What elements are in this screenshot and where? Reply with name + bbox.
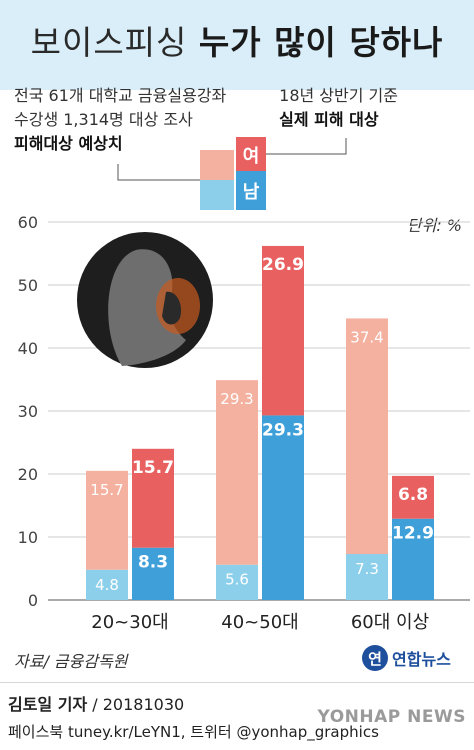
y-tick-label: 0 bbox=[28, 591, 38, 610]
byline: 김토일 기자 / 20181030 bbox=[8, 691, 184, 715]
footer: 김토일 기자 / 20181030 페이스북 tuney.kr/LeYN1, 트… bbox=[0, 682, 474, 750]
expected-note-line2: 수강생 1,314명 대상 조사 bbox=[14, 110, 193, 129]
legend-expected-male-swatch bbox=[200, 180, 234, 210]
y-tick-label: 20 bbox=[18, 465, 38, 484]
x-tick-label: 20~30대 bbox=[91, 612, 168, 633]
silhouette-head bbox=[108, 249, 186, 366]
actual-male-bar bbox=[262, 415, 304, 600]
expected-male-bar bbox=[346, 554, 388, 600]
expected-male-value: 4.8 bbox=[95, 576, 119, 594]
expected-male-bar bbox=[216, 564, 258, 600]
actual-female-bar bbox=[132, 448, 174, 548]
y-tick-label: 30 bbox=[18, 402, 38, 421]
expected-female-bar bbox=[216, 380, 258, 565]
x-tick-label: 60대 이상 bbox=[351, 612, 429, 633]
source-note: 자료/ 금융감독원 bbox=[14, 652, 128, 671]
legend-actual-male-swatch bbox=[236, 171, 266, 210]
author-name: 김토일 기자 bbox=[8, 695, 88, 714]
expected-female-bar bbox=[346, 318, 388, 555]
title-light: 보이스피싱 bbox=[30, 23, 188, 62]
actual-male-bar bbox=[132, 547, 174, 600]
legend-connector-right bbox=[266, 138, 347, 155]
title-band bbox=[0, 0, 474, 90]
data-labels: 4.8 15.7 8.3 15.7 5.6 29.3 29.3 26.9 7.3 37.4 12.9… bbox=[90, 255, 434, 594]
actual-note-label: 실제 피해 대상 bbox=[279, 110, 379, 129]
actual-female-bar bbox=[392, 475, 434, 519]
legend-expected-female-swatch bbox=[200, 150, 234, 180]
expected-male-value: 5.6 bbox=[225, 571, 249, 589]
actual-female-value: 26.9 bbox=[262, 255, 304, 275]
y-tick-label: 60 bbox=[18, 213, 38, 232]
expected-female-value: 37.4 bbox=[350, 328, 383, 346]
bars bbox=[86, 245, 434, 600]
x-tick-label: 40~50대 bbox=[221, 612, 298, 633]
actual-male-value: 29.3 bbox=[262, 420, 304, 440]
author-date: / 20181030 bbox=[87, 695, 185, 714]
phone-hand bbox=[162, 291, 182, 325]
legend-male-label: 남 bbox=[243, 182, 260, 203]
actual-note: 18년 상반기 기준 실제 피해 대상 bbox=[279, 84, 398, 132]
expected-note-label: 피해대상 예상치 bbox=[14, 134, 123, 153]
bar-chart: 여 남 0 10 20 30 40 50 60 4.8 15.7 8.3 15.7 5.6 29.3 2… bbox=[18, 137, 470, 633]
expected-male-value: 7.3 bbox=[355, 560, 379, 578]
y-axis: 0 10 20 30 40 50 60 bbox=[18, 213, 38, 610]
actual-female-value: 6.8 bbox=[398, 485, 428, 505]
legend-connector-left bbox=[117, 164, 200, 181]
y-tick-label: 50 bbox=[18, 276, 38, 295]
expected-note-line1: 전국 61개 대학교 금융실용강좌 bbox=[14, 86, 227, 105]
sns-links: 페이스북 tuney.kr/LeYN1, 트위터 @yonhap_graphic… bbox=[8, 723, 379, 741]
watermark: YONHAP NEWS bbox=[317, 707, 466, 727]
expected-note: 전국 61개 대학교 금융실용강좌 수강생 1,314명 대상 조사 피해대상 … bbox=[14, 84, 226, 156]
actual-male-value: 12.9 bbox=[392, 524, 434, 544]
page-title: 보이스피싱 누가 많이 당하나 bbox=[0, 16, 474, 64]
actual-female-bar bbox=[262, 245, 304, 416]
caller-illustration bbox=[77, 232, 213, 368]
x-axis: 20~30대 40~50대 60대 이상 bbox=[91, 612, 429, 633]
yonhap-logo-text: 연합뉴스 bbox=[392, 650, 451, 669]
yonhap-logo-icon: 연 bbox=[362, 645, 388, 671]
actual-male-value: 8.3 bbox=[138, 553, 168, 573]
y-tick-label: 10 bbox=[18, 528, 38, 547]
yonhap-logo: 연 연합뉴스 bbox=[362, 645, 451, 671]
unit-label: 단위: % bbox=[406, 216, 462, 235]
expected-male-bar bbox=[86, 569, 128, 600]
expected-female-value: 15.7 bbox=[90, 481, 123, 499]
actual-female-value: 15.7 bbox=[132, 458, 174, 478]
actual-note-line1: 18년 상반기 기준 bbox=[279, 86, 398, 105]
expected-female-value: 29.3 bbox=[220, 390, 253, 408]
title-bold: 누가 많이 당하나 bbox=[198, 23, 444, 62]
y-tick-label: 40 bbox=[18, 339, 38, 358]
legend-actual-female-swatch bbox=[236, 137, 266, 171]
legend-female-label: 여 bbox=[243, 146, 260, 167]
legend: 여 남 bbox=[117, 137, 347, 210]
expected-female-bar bbox=[86, 470, 128, 570]
actual-male-bar bbox=[392, 518, 434, 600]
